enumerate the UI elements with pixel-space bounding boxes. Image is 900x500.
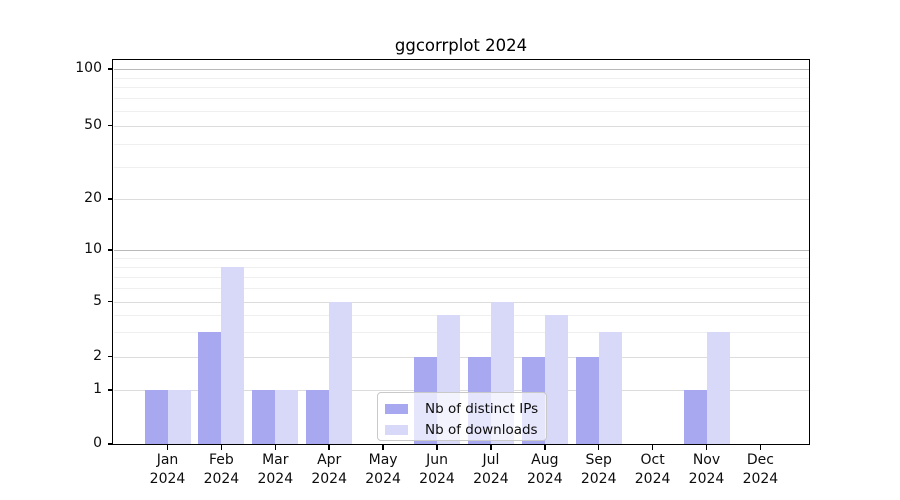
x-tick-label-aug: Aug 2024 — [526, 452, 563, 487]
bar-downloads-mar — [275, 390, 299, 444]
bar-downloads-feb — [221, 266, 245, 444]
x-tick-sep — [597, 445, 600, 450]
x-tick-jan — [166, 445, 169, 450]
x-tick-label-oct: Oct 2024 — [634, 452, 671, 487]
y-tick-label-2: 2 — [93, 347, 102, 364]
legend-label: Nb of distinct IPs — [425, 400, 539, 417]
y-tick-label-20: 20 — [84, 190, 102, 206]
gridline-major-50 — [114, 125, 809, 127]
x-tick-mar — [274, 445, 277, 450]
gridline-minor-60 — [114, 110, 809, 112]
y-tick-2 — [108, 355, 113, 358]
y-tick-label-5: 5 — [93, 292, 102, 309]
gridline-minor-4 — [114, 315, 809, 317]
x-tick-label-mar: Mar 2024 — [257, 452, 294, 487]
bar-distinct-ips-feb — [198, 332, 222, 444]
bar-downloads-apr — [329, 301, 353, 444]
gridline-major-20 — [114, 199, 809, 200]
gridline-minor-80 — [114, 87, 809, 89]
legend-item-downloads: Nb of downloads — [378, 419, 546, 440]
x-tick-apr — [328, 445, 330, 450]
gridline-minor-40 — [114, 143, 809, 145]
y-tick-1 — [108, 389, 113, 391]
gridline-minor-30 — [114, 166, 809, 168]
x-tick-jun — [436, 445, 438, 450]
y-tick-10 — [108, 249, 113, 251]
x-tick-may — [382, 445, 384, 450]
y-tick-label-10: 10 — [84, 241, 102, 257]
x-tick-nov — [705, 445, 708, 450]
gridline-major-1 — [114, 390, 809, 391]
x-tick-dec — [759, 445, 762, 450]
x-tick-aug — [544, 445, 546, 450]
y-tick-50 — [108, 124, 113, 127]
bar-downloads-aug — [544, 315, 568, 444]
x-tick-oct — [651, 445, 654, 450]
x-tick-label-may: May 2024 — [365, 452, 401, 487]
legend-item-distinct-ips: Nb of distinct IPs — [378, 398, 546, 419]
bar-distinct-ips-apr — [306, 390, 330, 444]
legend-swatch-icon — [385, 424, 408, 435]
x-tick-label-sep: Sep 2024 — [580, 452, 617, 487]
gridline-minor-8 — [114, 266, 809, 268]
legend-swatch-icon — [385, 403, 408, 414]
y-tick-label-1: 1 — [93, 381, 102, 397]
x-tick-label-jan: Jan 2024 — [149, 452, 186, 487]
gridline-major-2 — [114, 356, 809, 358]
y-tick-label-0: 0 — [93, 435, 102, 451]
gridline-major-10 — [114, 250, 809, 251]
x-tick-label-nov: Nov 2024 — [688, 452, 725, 487]
bar-distinct-ips-mar — [252, 390, 276, 444]
y-tick-100 — [108, 68, 113, 70]
bar-downloads-sep — [598, 332, 622, 444]
bar-distinct-ips-jan — [144, 390, 168, 444]
bar-downloads-jan — [167, 390, 191, 444]
gridline-minor-90 — [114, 77, 809, 79]
x-tick-label-dec: Dec 2024 — [742, 452, 779, 487]
x-tick-label-apr: Apr 2024 — [311, 452, 347, 487]
bar-distinct-ips-sep — [575, 356, 599, 444]
y-tick-20 — [108, 198, 113, 200]
y-tick-label-100: 100 — [75, 60, 102, 76]
gridline-major-100 — [114, 69, 809, 70]
legend-label: Nb of downloads — [425, 421, 538, 438]
bar-distinct-ips-nov — [683, 390, 707, 444]
y-tick-5 — [108, 300, 113, 303]
gridline-minor-9 — [114, 257, 809, 259]
x-tick-label-jun: Jun 2024 — [419, 452, 455, 487]
y-tick-0 — [108, 443, 113, 445]
chart-title: ggcorrplot 2024 — [394, 36, 528, 55]
gridline-major-5 — [114, 301, 809, 303]
gridline-minor-7 — [114, 276, 809, 278]
gridline-minor-70 — [114, 98, 809, 100]
gridline-minor-3 — [114, 332, 809, 334]
x-tick-feb — [220, 445, 223, 450]
legend: Nb of distinct IPs Nb of downloads — [377, 392, 547, 441]
x-tick-jul — [490, 445, 492, 450]
bar-downloads-nov — [706, 332, 730, 444]
y-tick-label-50: 50 — [84, 116, 102, 133]
x-tick-label-jul: Jul 2024 — [473, 452, 509, 487]
x-tick-label-feb: Feb 2024 — [203, 452, 240, 487]
gridline-minor-6 — [114, 288, 809, 290]
